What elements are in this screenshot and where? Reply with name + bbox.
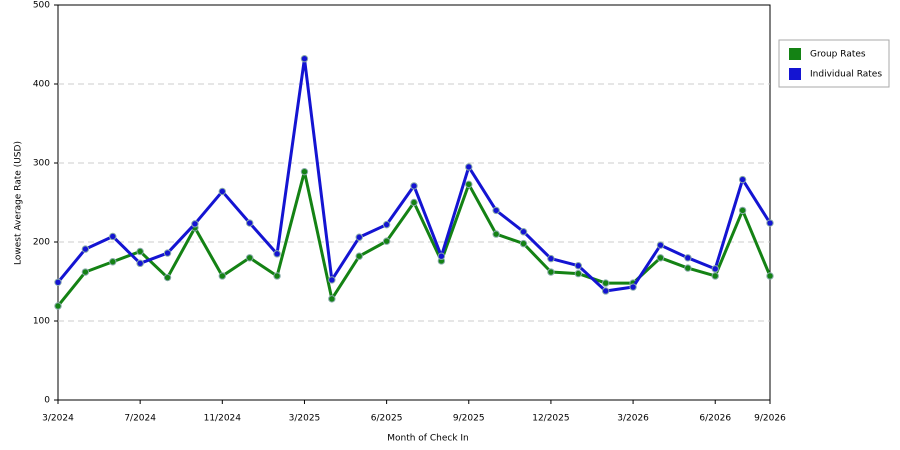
- x-tick-label: 6/2025: [371, 414, 403, 424]
- y-tick-label: 400: [33, 80, 50, 90]
- data-point: [629, 283, 637, 291]
- data-point: [54, 302, 62, 310]
- data-point: [382, 237, 391, 245]
- data-point: [766, 219, 774, 227]
- data-point: [492, 230, 500, 238]
- x-tick-label: 9/2026: [754, 414, 786, 424]
- data-point: [601, 287, 610, 295]
- data-point: [711, 265, 719, 273]
- data-point: [738, 206, 747, 215]
- data-point: [465, 163, 473, 171]
- data-point: [109, 258, 117, 266]
- legend: Group Rates Individual Rates: [778, 39, 890, 88]
- data-point: [684, 264, 692, 272]
- legend-label: Group Rates: [810, 50, 866, 60]
- x-tick-label: 6/2026: [699, 414, 731, 424]
- data-point: [163, 249, 172, 257]
- data-point: [191, 220, 199, 228]
- x-tick-label: 3/2025: [289, 414, 321, 424]
- data-point: [410, 182, 418, 190]
- data-point: [300, 167, 309, 176]
- data-point: [547, 254, 555, 263]
- legend-label: Individual Rates: [810, 70, 882, 80]
- data-point: [300, 55, 309, 63]
- y-tick-label: 300: [33, 159, 50, 169]
- data-point: [519, 239, 528, 248]
- data-point: [465, 180, 473, 189]
- y-axis-label: Lowest Average Rate (USD): [14, 141, 24, 265]
- x-tick-label: 12/2025: [532, 414, 569, 424]
- data-point: [547, 268, 555, 276]
- data-point: [492, 206, 500, 215]
- data-point: [656, 254, 665, 262]
- y-tick-label: 500: [33, 1, 50, 11]
- data-point: [601, 279, 610, 287]
- data-point: [328, 295, 336, 303]
- data-point: [574, 262, 583, 270]
- data-point: [245, 219, 254, 227]
- data-point: [355, 233, 363, 241]
- x-axis-label: Month of Check In: [387, 434, 469, 444]
- data-point: [711, 272, 719, 280]
- data-point: [766, 272, 774, 280]
- data-point: [382, 220, 391, 229]
- data-point: [410, 198, 418, 207]
- x-tick-label: 3/2024: [42, 414, 74, 424]
- data-point: [656, 241, 665, 249]
- data-point: [328, 276, 336, 284]
- data-point: [437, 252, 446, 260]
- y-tick-label: 0: [44, 396, 50, 406]
- data-point: [136, 259, 144, 268]
- data-point: [684, 254, 692, 262]
- y-tick-label: 200: [33, 238, 50, 248]
- data-point: [136, 247, 144, 256]
- data-point: [81, 245, 90, 253]
- data-point: [574, 269, 583, 278]
- data-point: [245, 254, 254, 262]
- data-point: [163, 273, 172, 282]
- data-point: [738, 175, 747, 184]
- data-point: [218, 272, 227, 280]
- y-tick-label: 100: [33, 317, 50, 327]
- data-point: [273, 250, 281, 258]
- data-point: [54, 278, 62, 286]
- legend-swatch: [789, 48, 801, 60]
- x-tick-label: 11/2024: [204, 414, 242, 424]
- data-point: [355, 252, 363, 260]
- legend-swatch: [789, 68, 801, 80]
- data-point: [81, 268, 90, 276]
- data-point: [273, 272, 281, 280]
- x-tick-label: 3/2026: [617, 414, 649, 424]
- x-tick-label: 7/2024: [124, 414, 156, 424]
- x-tick-label: 9/2025: [453, 414, 485, 424]
- data-point: [109, 232, 117, 241]
- data-point: [218, 187, 227, 196]
- data-point: [519, 228, 528, 236]
